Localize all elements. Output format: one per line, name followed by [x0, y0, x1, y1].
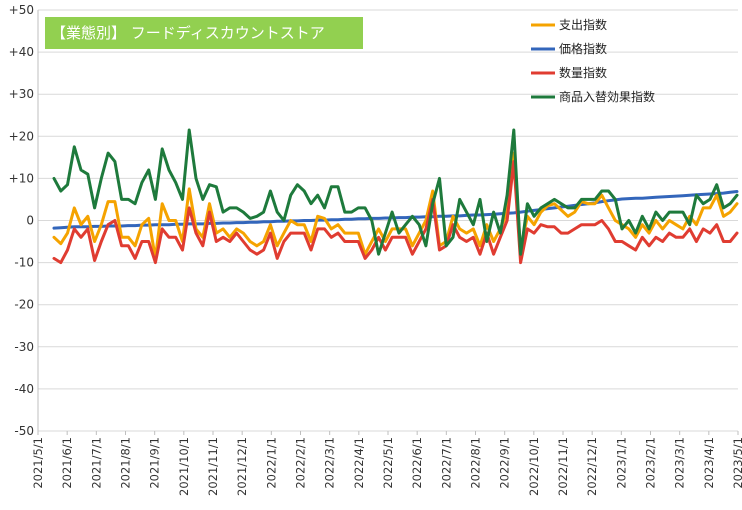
x-tick-label: 2022/7/1 — [439, 437, 453, 489]
x-tick-label: 2021/12/1 — [235, 437, 249, 496]
x-tick-label: 2021/10/1 — [177, 437, 191, 496]
x-tick-label: 2022/1/1 — [264, 437, 278, 489]
y-axis-ticks: +50 +40 +30 +20 +10 0 -10 -20 -30 -40 -50 — [9, 3, 34, 438]
x-tick-label: 2023/2/1 — [644, 437, 658, 489]
x-tick-label: 2023/1/1 — [614, 437, 628, 489]
y-tick-label: -10 — [14, 256, 34, 270]
x-tick-label: 2023/4/1 — [702, 437, 716, 489]
x-tick-label: 2021/9/1 — [148, 437, 162, 489]
legend-label-1: 価格指数 — [559, 41, 607, 56]
y-tick-label: +30 — [9, 87, 34, 101]
y-tick-label: +50 — [9, 3, 34, 17]
x-tick-label: 2022/5/1 — [381, 437, 395, 489]
series-line-2 — [52, 160, 739, 265]
y-tick-label: +10 — [9, 171, 34, 185]
x-tick-label: 2021/7/1 — [89, 437, 103, 489]
x-tick-label: 2022/2/1 — [294, 437, 308, 489]
series-line-0 — [52, 151, 739, 260]
y-tick-label: -40 — [14, 382, 34, 396]
x-tick-label: 2021/11/1 — [206, 437, 220, 496]
x-tick-label: 2022/6/1 — [410, 437, 424, 489]
legend-label-2: 数量指数 — [559, 65, 607, 80]
x-tick-label: 2022/8/1 — [469, 437, 483, 489]
series-lines — [52, 128, 739, 265]
x-tick-label: 2021/6/1 — [60, 437, 74, 489]
y-tick-label: -30 — [14, 340, 34, 354]
x-tick-label: 2022/3/1 — [323, 437, 337, 489]
x-tick-label: 2023/5/1 — [731, 437, 742, 489]
x-tick-label: 2021/8/1 — [119, 437, 133, 489]
y-tick-label: -50 — [14, 424, 34, 438]
x-tick-label: 2021/5/1 — [31, 437, 45, 489]
legend-label-0: 支出指数 — [559, 17, 607, 32]
x-tick-label: 2022/11/1 — [556, 437, 570, 496]
x-tick-label: 2023/3/1 — [673, 437, 687, 489]
y-tick-label: +40 — [9, 45, 34, 59]
x-axis-ticks: 2021/5/1 2021/6/1 2021/7/1 2021/8/1 2021/9/1… — [31, 431, 742, 496]
legend-label-3: 商品入替効果指数 — [559, 89, 655, 104]
series-line-3 — [52, 128, 739, 256]
x-tick-label: 2022/9/1 — [498, 437, 512, 489]
chart-title: 【業態別】 フードディスカウントストア — [45, 17, 363, 49]
x-tick-label: 2022/10/1 — [527, 437, 541, 496]
x-tick-label: 2022/12/1 — [585, 437, 599, 496]
y-tick-label: 0 — [26, 214, 34, 228]
x-tick-label: 2022/4/1 — [352, 437, 366, 489]
y-tick-label: -20 — [14, 298, 34, 312]
y-tick-label: +20 — [9, 129, 34, 143]
